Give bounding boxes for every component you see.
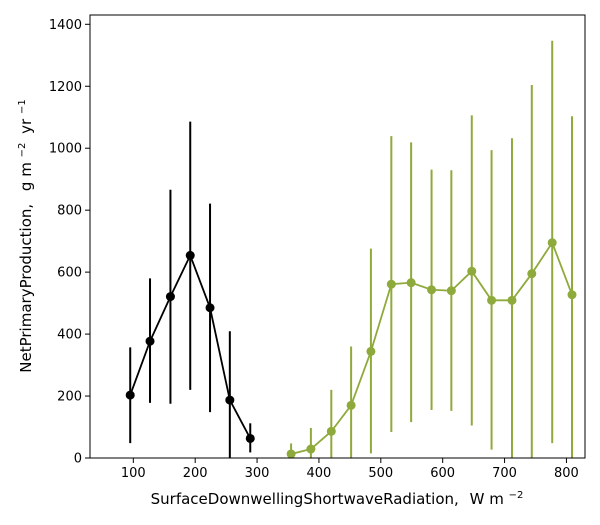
data-point: [165, 292, 175, 302]
y-axis-unit-exponent-1: −2: [17, 143, 28, 158]
data-point: [245, 433, 255, 443]
data-point: [205, 303, 215, 313]
x-tick-label: 500: [368, 466, 393, 481]
data-point: [346, 400, 356, 410]
x-tick-label: 300: [245, 466, 270, 481]
y-axis-ticks: 0 200 400 600 800 1000 1200 1400: [49, 18, 90, 467]
y-axis-unit-yr: yr: [17, 118, 35, 134]
x-tick-label: 700: [492, 466, 517, 481]
x-tick-label: 400: [307, 466, 332, 481]
y-tick-label: 200: [57, 390, 82, 405]
x-axis-label-text: SurfaceDownwellingShortwaveRadiation,: [151, 490, 459, 508]
y-tick-label: 1400: [49, 18, 82, 33]
data-point: [326, 426, 336, 436]
data-point: [366, 346, 376, 356]
series-layer: [125, 40, 577, 458]
data-point: [427, 285, 437, 295]
data-point: [306, 444, 316, 454]
y-axis-unit-exponent-2: −1: [17, 99, 28, 114]
y-tick-label: 1200: [49, 80, 82, 95]
y-tick-label: 400: [57, 328, 82, 343]
y-axis-label-text: NetPrimaryProduction,: [17, 204, 35, 373]
x-tick-label: 600: [430, 466, 455, 481]
data-point: [567, 290, 577, 300]
y-tick-label: 800: [57, 204, 82, 219]
y-tick-label: 0: [74, 452, 82, 467]
y-tick-label: 600: [57, 266, 82, 281]
data-point: [286, 449, 296, 458]
data-point: [145, 336, 155, 346]
data-point: [547, 238, 557, 248]
x-tick-label: 200: [183, 466, 208, 481]
data-point: [507, 295, 517, 305]
data-point: [185, 250, 195, 260]
x-axis-unit-exponent: −2: [509, 490, 524, 501]
x-axis-unit: W m: [470, 490, 504, 508]
data-point: [467, 266, 477, 276]
data-point: [446, 286, 456, 296]
y-axis-label: NetPrimaryProduction, g m −2 yr −1: [11, 99, 35, 372]
data-point: [406, 278, 416, 288]
data-point: [125, 390, 135, 400]
data-point: [225, 395, 235, 405]
x-tick-label: 100: [121, 466, 146, 481]
x-axis-label: SurfaceDownwellingShortwaveRadiation, W …: [151, 490, 524, 508]
x-axis-ticks: 100 200 300 400 500 600 700 800: [121, 458, 579, 481]
data-point: [487, 295, 497, 305]
series-1: [125, 121, 255, 458]
data-point: [386, 279, 396, 289]
y-tick-label: 1000: [49, 142, 82, 157]
y-axis-unit-g: g m: [17, 162, 35, 191]
series-2: [286, 40, 577, 458]
plot-frame: [89, 14, 586, 459]
x-tick-label: 800: [554, 466, 579, 481]
data-point: [527, 269, 537, 279]
